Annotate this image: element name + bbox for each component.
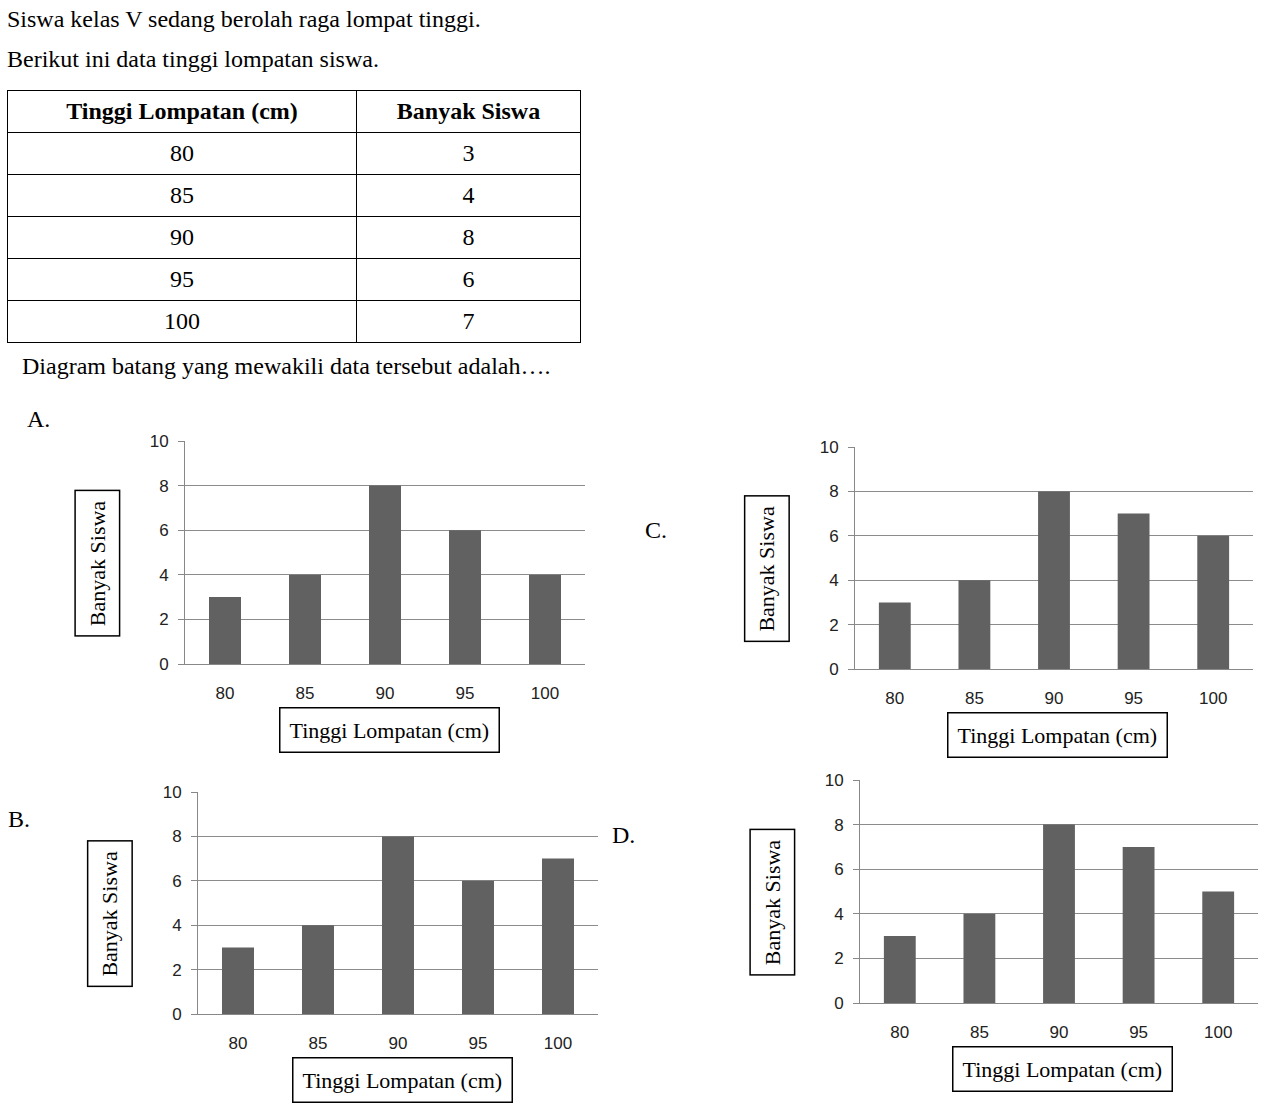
svg-text:4: 4 — [834, 905, 843, 924]
svg-text:85: 85 — [965, 689, 984, 708]
html-text:Diagram batang yang mewakili d: Diagram batang yang mewakili data terseb… — [22, 353, 551, 379]
svg-text:0: 0 — [172, 1005, 181, 1024]
svg-text:Tinggi Lompatan (cm): Tinggi Lompatan (cm) — [963, 1057, 1163, 1082]
svg-text:95: 95 — [456, 684, 475, 703]
svg-text:0: 0 — [834, 994, 843, 1013]
svg-text:10: 10 — [820, 438, 839, 457]
svg-text:Banyak Siswa: Banyak Siswa — [754, 506, 779, 631]
svg-text:8: 8 — [159, 477, 168, 496]
svg-text:95: 95 — [469, 1034, 488, 1053]
svg-text:90: 90 — [389, 1034, 408, 1053]
html-text:D.: D. — [612, 822, 636, 848]
svg-text:8: 8 — [829, 482, 838, 501]
html-text:85: 85 — [170, 182, 194, 208]
svg-text:4: 4 — [172, 916, 181, 935]
svg-text:6: 6 — [829, 527, 838, 546]
svg-text:80: 80 — [890, 1023, 909, 1042]
svg-text:85: 85 — [309, 1034, 328, 1053]
svg-text:2: 2 — [159, 610, 168, 629]
svg-text:6: 6 — [172, 872, 181, 891]
html-text:Berikut ini data tinggi lompat: Berikut ini data tinggi lompatan siswa. — [7, 46, 379, 72]
svg-text:80: 80 — [229, 1034, 248, 1053]
svg-text:100: 100 — [1199, 689, 1227, 708]
html-text:7: 7 — [462, 308, 475, 334]
html-text:Tinggi Lompatan (cm): Tinggi Lompatan (cm) — [66, 98, 298, 124]
html-text:Siswa kelas V sedang berolah r: Siswa kelas V sedang berolah raga lompat… — [7, 6, 481, 32]
html-text:80: 80 — [170, 140, 194, 166]
svg-text:100: 100 — [1204, 1023, 1232, 1042]
svg-text:4: 4 — [159, 566, 168, 585]
html-text:100: 100 — [164, 308, 200, 334]
svg-text:8: 8 — [172, 827, 181, 846]
svg-text:Tinggi Lompatan (cm): Tinggi Lompatan (cm) — [290, 718, 490, 743]
svg-text:Banyak Siswa: Banyak Siswa — [760, 840, 785, 966]
svg-text:10: 10 — [150, 432, 169, 451]
svg-text:80: 80 — [885, 689, 904, 708]
svg-text:85: 85 — [970, 1023, 989, 1042]
svg-text:Banyak Siswa: Banyak Siswa — [97, 851, 122, 977]
svg-text:Tinggi Lompatan (cm): Tinggi Lompatan (cm) — [303, 1068, 503, 1093]
svg-text:10: 10 — [825, 771, 844, 790]
html-text:4: 4 — [462, 182, 475, 208]
svg-text:95: 95 — [1124, 689, 1143, 708]
svg-text:95: 95 — [1129, 1023, 1148, 1042]
html-text:A.: A. — [27, 406, 51, 432]
svg-text:2: 2 — [834, 949, 843, 968]
svg-text:0: 0 — [159, 655, 168, 674]
html-text:90: 90 — [170, 224, 194, 250]
html-text:6: 6 — [462, 266, 475, 292]
svg-text:10: 10 — [163, 783, 182, 802]
svg-text:6: 6 — [159, 521, 168, 540]
html-text:95: 95 — [170, 266, 194, 292]
svg-text:6: 6 — [834, 860, 843, 879]
svg-text:90: 90 — [376, 684, 395, 703]
svg-text:90: 90 — [1050, 1023, 1069, 1042]
svg-text:100: 100 — [544, 1034, 572, 1053]
svg-text:85: 85 — [296, 684, 315, 703]
html-text:Banyak Siswa: Banyak Siswa — [396, 98, 541, 124]
svg-text:80: 80 — [216, 684, 235, 703]
html-text:C.: C. — [645, 517, 667, 543]
svg-text:0: 0 — [829, 660, 838, 679]
svg-text:2: 2 — [829, 616, 838, 635]
svg-text:Tinggi Lompatan (cm): Tinggi Lompatan (cm) — [958, 723, 1158, 748]
svg-text:4: 4 — [829, 571, 838, 590]
html-text:8: 8 — [462, 224, 475, 250]
svg-text:100: 100 — [531, 684, 559, 703]
svg-text:Banyak Siswa: Banyak Siswa — [85, 501, 110, 627]
svg-text:90: 90 — [1045, 689, 1064, 708]
html-text:B.: B. — [8, 806, 30, 832]
svg-text:2: 2 — [172, 961, 181, 980]
svg-text:8: 8 — [834, 816, 843, 835]
html-text:3: 3 — [462, 140, 475, 166]
